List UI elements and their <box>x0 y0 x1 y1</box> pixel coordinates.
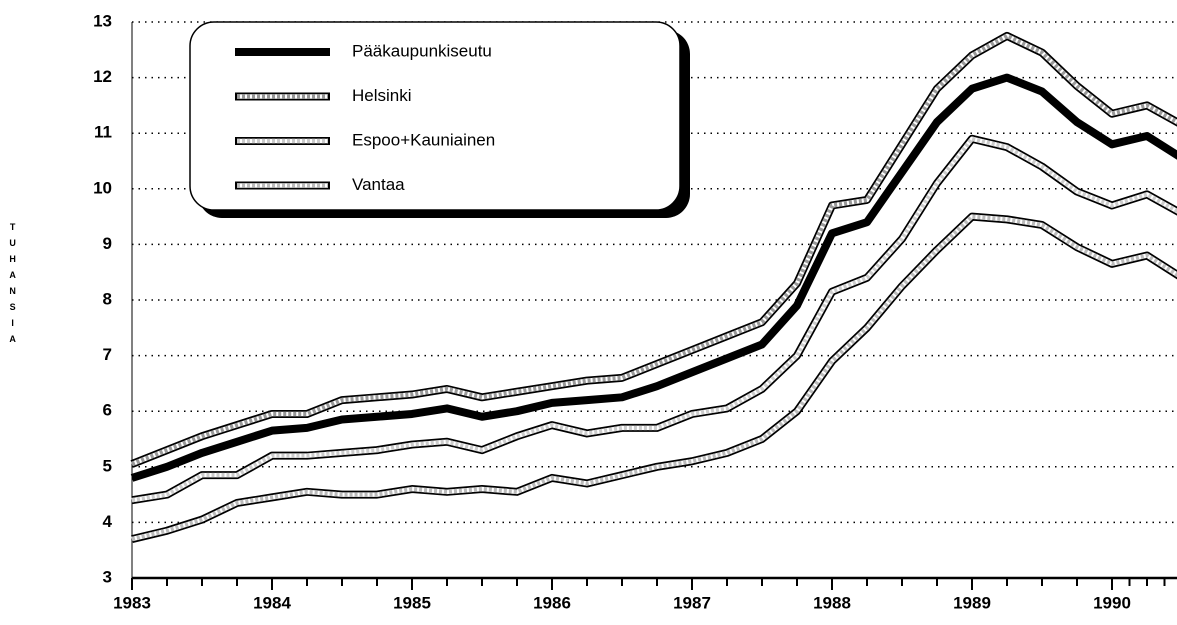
x-tick-label: 1989 <box>953 593 991 612</box>
y-axis-title: TUHANSIA <box>8 222 18 350</box>
legend-box <box>189 21 681 211</box>
x-tick-label: 1990 <box>1093 593 1131 612</box>
series-line <box>131 212 1177 543</box>
x-tick-label: 1985 <box>393 593 431 612</box>
x-tick-label: 1986 <box>533 593 571 612</box>
legend-label: Helsinki <box>352 86 412 105</box>
lines <box>130 31 1177 543</box>
x-tick-label: 1987 <box>673 593 711 612</box>
series-line-pattern <box>131 214 1177 542</box>
grid: 3 4 5 6 7 8 9 10 11 12 13 1983 1984 1985 1986 1987 1988 1… <box>93 11 1177 612</box>
y-tick-label: 5 <box>103 456 112 475</box>
y-tick-label: 6 <box>103 401 112 420</box>
y-tick-label: 9 <box>103 234 112 253</box>
y-tick-label: 11 <box>94 123 112 142</box>
x-tick-label: 1983 <box>113 593 151 612</box>
series-line <box>130 73 1177 482</box>
y-tick-label: 10 <box>93 178 112 197</box>
legend-label: Espoo+Kauniainen <box>352 130 495 149</box>
legend-label: Vantaa <box>352 175 405 194</box>
legend-label: Pääkaupunkiseutu <box>352 41 492 60</box>
series-line-pattern <box>131 136 1177 503</box>
y-tick-label: 12 <box>93 67 112 86</box>
y-tick-label: 4 <box>103 512 113 531</box>
y-tick-label: 3 <box>103 567 112 586</box>
y-tick-label: 8 <box>103 289 112 308</box>
series-line-pattern <box>131 33 1177 467</box>
y-tick-label: 13 <box>93 11 112 30</box>
x-tick-label: 1984 <box>253 593 291 612</box>
legend: Pääkaupunkiseutu Helsinki Espoo+Kauniainen… <box>189 21 690 218</box>
x-tick-label: 1988 <box>813 593 851 612</box>
y-tick-label: 7 <box>103 345 112 364</box>
